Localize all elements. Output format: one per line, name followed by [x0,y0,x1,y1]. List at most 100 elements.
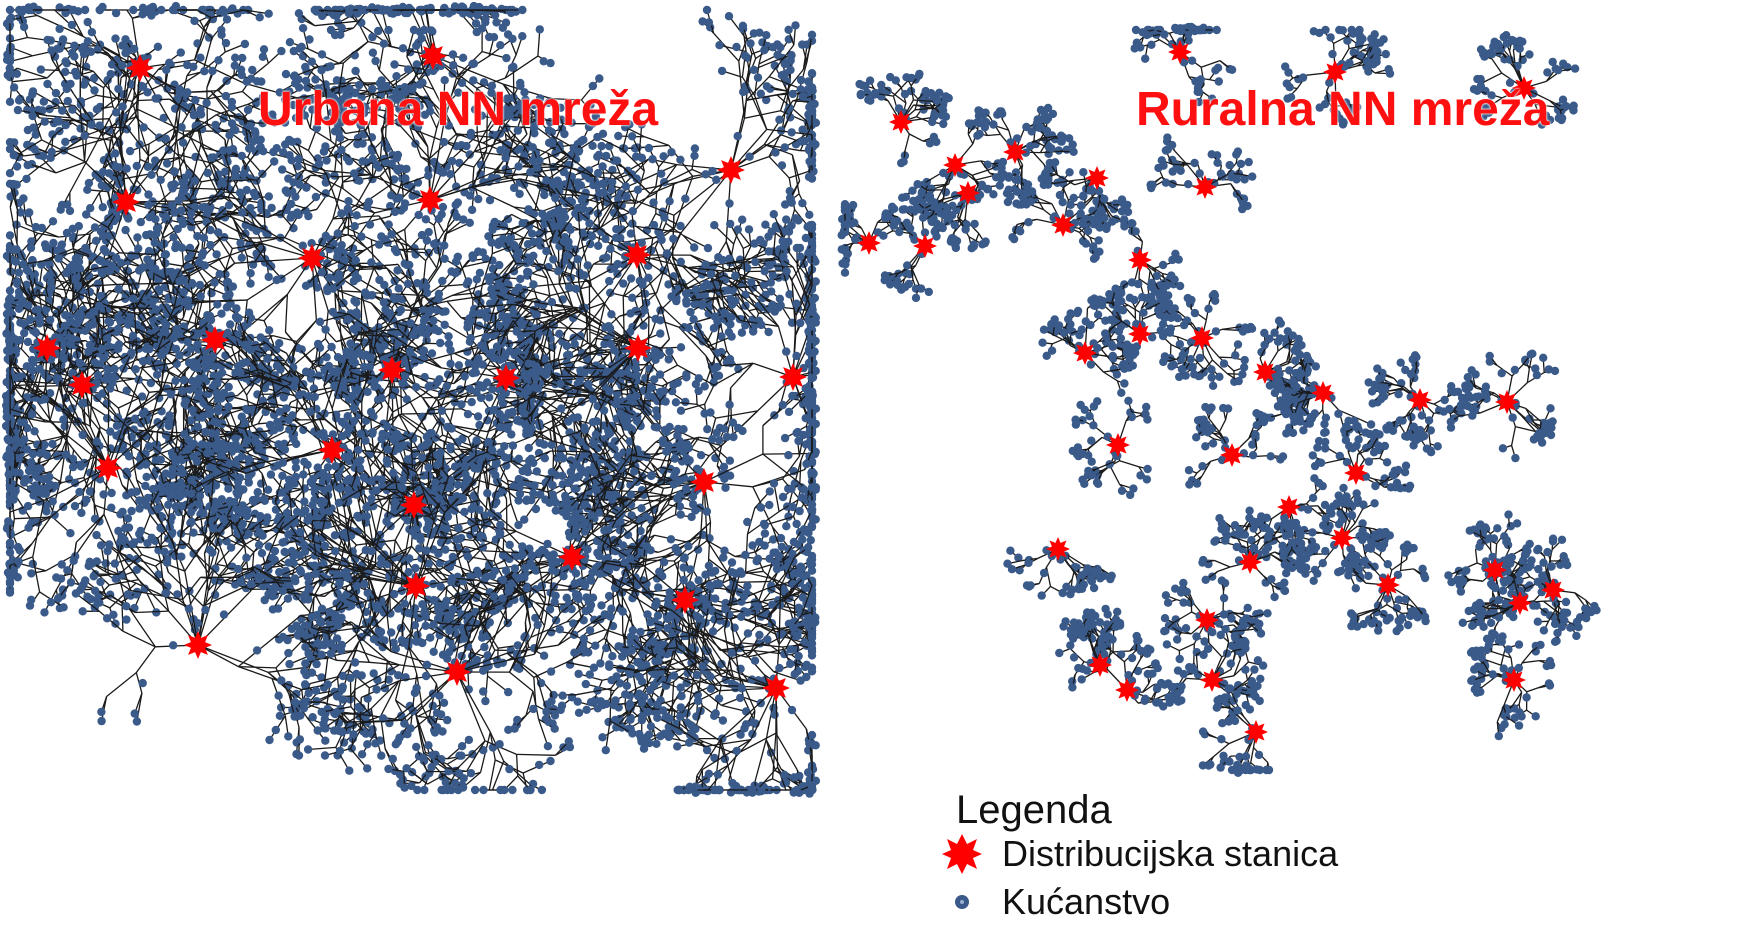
household-dot [496,41,505,50]
household-dot [717,66,727,76]
household-dot [555,329,564,338]
household-dot [756,89,765,98]
household-dot [168,481,177,490]
household-dot [203,168,212,178]
household-dot [76,124,85,133]
household-dot [67,20,77,30]
household-dot [132,161,141,171]
household-dot [602,151,611,161]
household-dot [51,481,60,491]
cable-line [31,163,57,174]
household-dot [710,312,720,321]
household-dot [281,69,291,79]
household-dot [63,96,72,106]
household-dot [197,251,207,260]
cable-line [148,125,178,145]
household-dot [286,213,295,222]
household-dot [444,9,454,18]
household-dot [528,229,537,238]
household-dot [518,5,527,15]
household-dot [264,9,273,18]
household-dot [93,279,103,288]
household-dot [93,393,102,403]
household-dot [390,60,399,69]
household-dot [498,23,507,32]
household-dot [314,159,324,169]
household-dot [237,151,246,161]
household-dot [726,320,735,329]
cable-line [126,9,133,19]
household-dot [70,52,79,61]
household-dot [489,33,499,42]
household-dot [809,139,819,148]
household-dot [497,4,506,14]
household-dot [574,147,583,156]
household-dot [168,5,178,15]
household-dot [780,143,789,152]
household-dot [667,292,676,301]
household-dot [151,94,160,103]
cable-line [155,156,182,162]
household-dot [796,75,806,85]
cable-line [137,109,141,160]
household-dot [170,208,179,217]
household-dot [741,290,750,299]
household-dot [344,197,353,206]
household-dot [214,56,223,65]
household-dot [144,200,153,209]
household-dot [344,157,354,166]
household-dot [259,147,268,156]
household-dot [762,82,772,91]
household-dot [43,35,52,45]
household-dot [458,53,468,62]
household-dot [289,178,298,187]
household-dot [412,41,421,50]
household-dot [227,119,237,128]
cable-line [193,102,225,116]
household-dot [289,72,299,81]
household-dot [259,45,269,54]
household-dot [626,229,636,238]
household-dot [368,48,378,57]
household-dot [358,139,367,148]
household-dot [95,5,105,15]
household-dot [28,111,37,121]
cable-line [55,160,87,174]
household-dot [712,175,721,184]
household-dot [125,146,135,156]
household-dot [95,121,104,130]
household-dot [231,164,241,173]
household-dot [175,85,184,94]
household-dot [286,199,296,209]
household-dot [139,123,148,132]
household-dot [702,5,712,15]
household-dot [224,484,233,493]
household-dot [335,5,344,15]
cable-line [202,37,213,71]
household-dot [471,19,481,28]
household-dot [278,165,287,174]
household-dot [196,53,205,62]
household-dot [77,508,86,518]
household-dot [157,5,166,15]
household-dot [74,221,84,231]
household-dot [95,173,104,183]
household-dot [248,65,257,75]
household-dot [621,182,631,191]
household-dot [43,79,52,89]
cable-line [189,135,208,168]
household-dot [143,255,152,264]
household-dot [230,61,239,70]
household-dot [25,208,34,217]
household-dot [657,169,666,178]
household-dot [111,149,120,158]
household-dot [179,184,188,193]
household-dot [36,65,46,74]
household-dot [107,503,116,512]
household-dot [502,53,511,63]
household-dot [28,87,38,96]
household-dot [132,320,142,329]
household-dot [5,231,15,240]
household-dot [224,201,234,210]
household-dot [690,144,700,153]
